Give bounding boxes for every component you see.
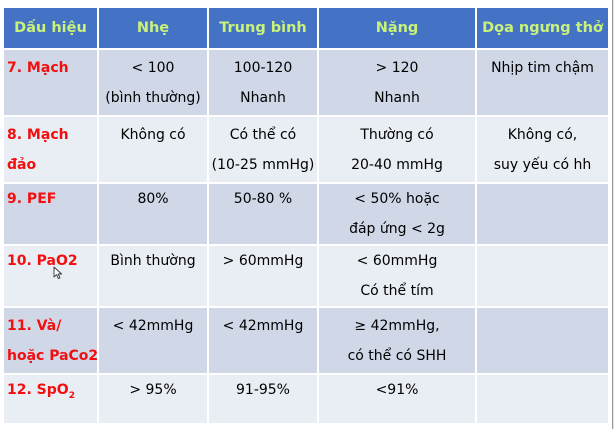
cell-arrest xyxy=(475,244,608,307)
header-severe: Nặng xyxy=(317,8,476,49)
header-sign: Dấu hiệu xyxy=(4,8,98,49)
table-row: 9. PEF 80% 50-80 % < 50% hoặc đáp ứng < 2… xyxy=(4,182,608,245)
cell-arrest xyxy=(475,373,608,423)
cell-mild: Không có xyxy=(97,115,208,183)
asthma-severity-table: Dấu hiệu Nhẹ Trung bình Nặng Dọa ngưng t… xyxy=(4,8,608,423)
cell-mild: < 100 (bình thường) xyxy=(97,48,208,116)
cell-mild: > 95% xyxy=(97,373,208,423)
table-row: 12. SpO2 > 95% 91-95% <91% xyxy=(4,373,608,423)
cell-arrest: Nhịp tim chậm xyxy=(475,48,608,116)
cell-severe: < 50% hoặc đáp ứng < 2g xyxy=(317,182,476,245)
row-label: 10. PaO2 xyxy=(4,244,98,307)
row-label: 12. SpO2 xyxy=(4,373,98,423)
table-row: 11. Và/hoặc PaCo2 < 42mmHg < 42mmHg ≥ 42… xyxy=(4,306,608,374)
header-row: Dấu hiệu Nhẹ Trung bình Nặng Dọa ngưng t… xyxy=(4,8,608,49)
table-row: 8. Mạch đảo Không có Có thể có (10-25 mmHg… xyxy=(4,115,608,183)
cell-mild: 80% xyxy=(97,182,208,245)
row-label: 7. Mạch xyxy=(4,48,98,116)
cell-moderate: 100-120 Nhanh xyxy=(207,48,318,116)
cell-severe: <91% xyxy=(317,373,476,423)
cell-moderate: Có thể có (10-25 mmHg) xyxy=(207,115,318,183)
cell-moderate: 91-95% xyxy=(207,373,318,423)
cell-moderate: < 42mmHg xyxy=(207,306,318,374)
cell-severe: < 60mmHg Có thể tím xyxy=(317,244,476,307)
cell-arrest xyxy=(475,182,608,245)
table-row: 10. PaO2 Bình thường > 60mmHg < 60mmHg Có… xyxy=(4,244,608,307)
cell-severe: Thường có 20-40 mmHg xyxy=(317,115,476,183)
header-arrest: Dọa ngưng thở xyxy=(475,8,608,49)
table-row: 7. Mạch < 100 (bình thường) 100-120 Nhanh … xyxy=(4,48,608,116)
row-label: 11. Và/hoặc PaCo2 xyxy=(4,306,98,374)
cell-arrest xyxy=(475,306,608,374)
header-moderate: Trung bình xyxy=(207,8,318,49)
mouse-pointer-icon xyxy=(53,266,63,280)
header-mild: Nhẹ xyxy=(97,8,208,49)
cell-mild: < 42mmHg xyxy=(97,306,208,374)
cell-severe: ≥ 42mmHg, có thể có SHH xyxy=(317,306,476,374)
cell-mild: Bình thường xyxy=(97,244,208,307)
row-label: 8. Mạch đảo xyxy=(4,115,98,183)
cell-severe: > 120 Nhanh xyxy=(317,48,476,116)
cell-arrest: Không có, suy yếu có hh xyxy=(475,115,608,183)
cell-moderate: > 60mmHg xyxy=(207,244,318,307)
row-label: 9. PEF xyxy=(4,182,98,245)
cell-moderate: 50-80 % xyxy=(207,182,318,245)
